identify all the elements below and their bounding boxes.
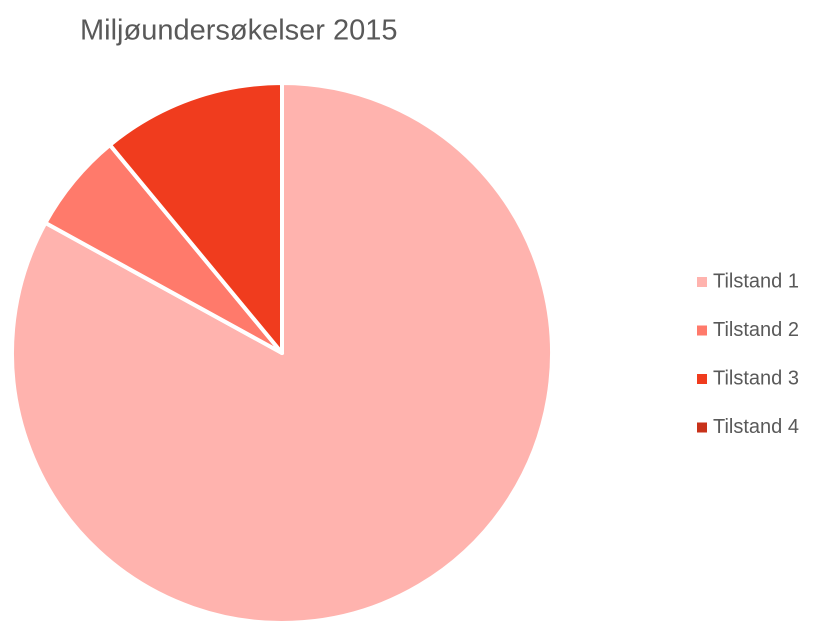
- legend-swatch: [697, 422, 707, 433]
- legend-swatch: [697, 325, 707, 336]
- legend-swatch: [697, 374, 707, 384]
- pie-slice: [107, 81, 284, 355]
- legend-label: Tilstand 3: [713, 367, 799, 389]
- legend-label: Tilstand 2: [713, 319, 799, 341]
- legend-swatch: [697, 277, 707, 287]
- legend-label: Tilstand 4: [713, 416, 799, 438]
- legend-label: Tilstand 1: [713, 270, 799, 292]
- chart-title: Miljøundersøkelser 2015: [80, 15, 398, 47]
